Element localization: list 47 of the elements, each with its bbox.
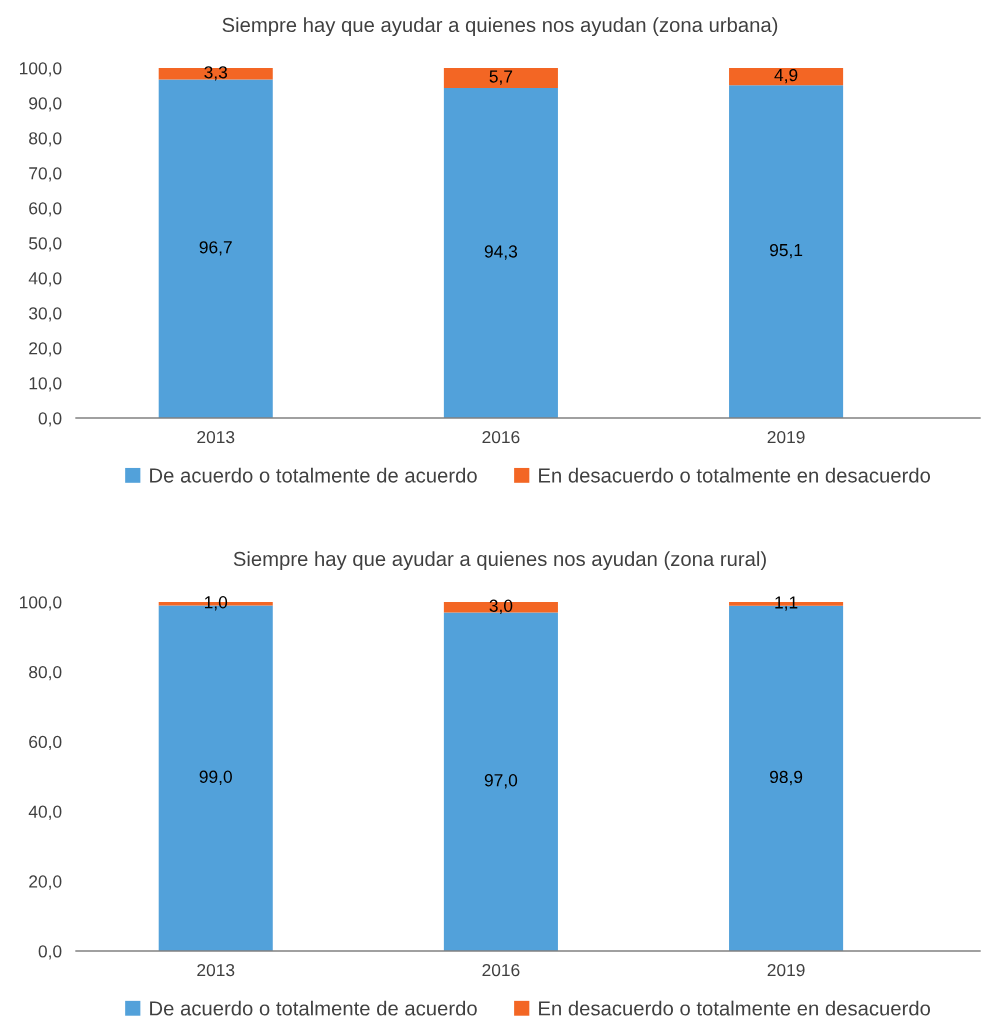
data-label: 97,0 bbox=[484, 774, 518, 789]
y-tick-label: 80,0 bbox=[29, 665, 62, 681]
y-tick-label: 0,0 bbox=[38, 412, 62, 427]
x-tick-label: 2013 bbox=[197, 430, 235, 444]
legend-label: De acuerdo o totalmente de acuerdo bbox=[150, 1000, 477, 1016]
data-label: 3,3 bbox=[204, 66, 228, 81]
y-tick-label: 0,0 bbox=[38, 945, 62, 960]
y-tick-label: 70,0 bbox=[29, 167, 62, 182]
data-label: 3,0 bbox=[489, 599, 513, 614]
y-tick-label: 30,0 bbox=[28, 307, 62, 322]
bar bbox=[158, 68, 273, 80]
y-tick-label: 90,0 bbox=[29, 97, 62, 112]
legend-label: De acuerdo o totalmente de acuerdo bbox=[150, 467, 477, 483]
data-label: 96,7 bbox=[199, 241, 232, 256]
bar bbox=[443, 87, 558, 418]
x-tick-label: 2016 bbox=[482, 430, 520, 444]
y-tick-label: 50,0 bbox=[29, 237, 62, 252]
y-tick-label: 80,0 bbox=[29, 132, 62, 147]
data-label: 99,0 bbox=[199, 770, 232, 785]
data-label: 1,0 bbox=[204, 596, 228, 611]
legend-label: En desacuerdo o totalmente en desacuerdo bbox=[539, 467, 931, 483]
data-label: 95,1 bbox=[770, 243, 803, 259]
x-tick-label: 2013 bbox=[197, 963, 235, 977]
y-tick-label: 40,0 bbox=[28, 805, 62, 820]
x-tick-label: 2019 bbox=[767, 963, 805, 977]
y-tick-label: 100,0 bbox=[19, 596, 62, 611]
y-tick-label: 40,0 bbox=[28, 272, 62, 287]
chart-title: Siempre hay que ayudar a quienes nos ayudan (zona urbana) bbox=[222, 17, 778, 37]
chart-title: Siempre hay que ayudar a quienes nos ayudan (zona rural) bbox=[233, 551, 766, 571]
bar bbox=[729, 68, 844, 86]
data-label: 4,9 bbox=[774, 68, 798, 84]
bar bbox=[729, 85, 844, 418]
data-label: 94,3 bbox=[484, 245, 518, 260]
y-tick-label: 20,0 bbox=[29, 875, 62, 890]
data-label: 5,7 bbox=[489, 70, 513, 85]
x-tick-label: 2016 bbox=[482, 963, 520, 977]
y-tick-label: 20,0 bbox=[29, 342, 62, 357]
y-tick-label: 60,0 bbox=[29, 735, 62, 751]
y-tick-label: 10,0 bbox=[29, 377, 62, 392]
y-tick-label: 100,0 bbox=[19, 62, 62, 77]
x-tick-label: 2019 bbox=[767, 430, 805, 444]
bar bbox=[443, 612, 558, 951]
data-label: 98,9 bbox=[770, 770, 803, 786]
bar bbox=[443, 68, 558, 88]
bar bbox=[158, 79, 273, 418]
legend-label: En desacuerdo o totalmente en desacuerdo bbox=[539, 1000, 931, 1016]
y-tick-label: 60,0 bbox=[29, 202, 62, 217]
